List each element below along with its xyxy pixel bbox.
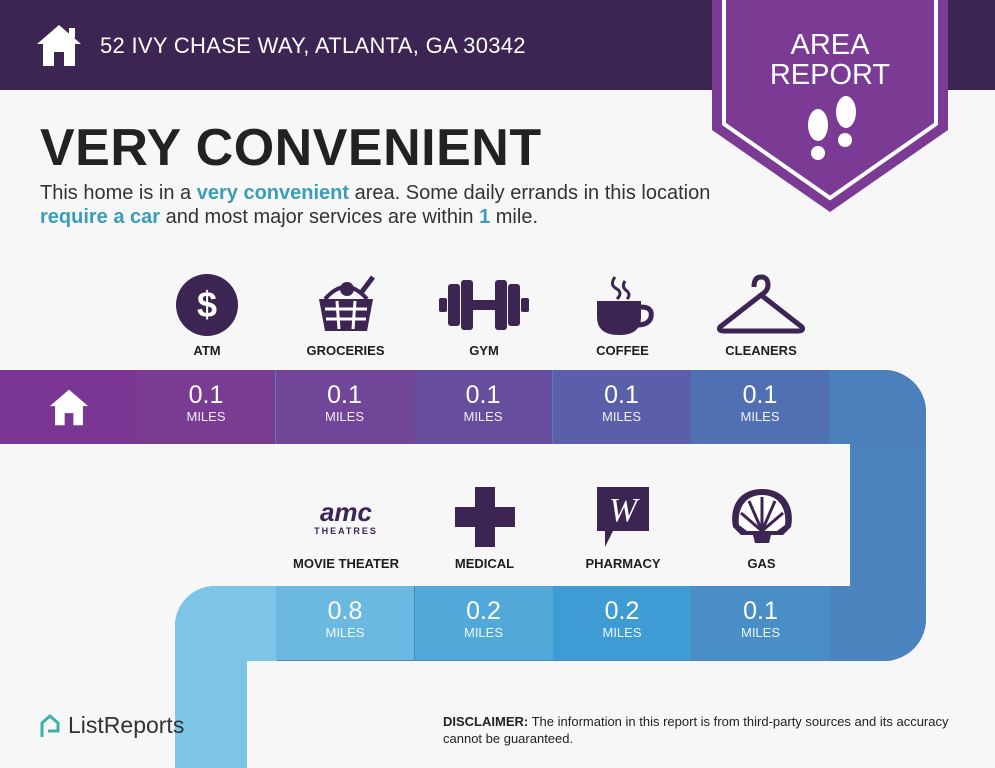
distance-unit: MILES xyxy=(602,625,642,640)
distance-value: 0.1 xyxy=(743,597,778,625)
distance-cell: 0.1 MILES xyxy=(275,370,414,444)
listreports-logo: ListReports xyxy=(38,712,184,739)
badge-title: AREA REPORT xyxy=(769,29,891,91)
home-icon xyxy=(37,25,81,66)
category-label: ATM xyxy=(193,343,221,358)
distance-cell: 0.1 MILES xyxy=(691,586,830,660)
listreports-icon xyxy=(40,713,60,737)
distance-value: 0.1 xyxy=(188,381,224,409)
distance-value: 0.2 xyxy=(466,597,501,625)
category-label: PHARMACY xyxy=(585,556,661,571)
distance-cell: 0.1 MILES xyxy=(414,370,552,444)
distance-unit: MILES xyxy=(324,409,364,424)
svg-text:$: $ xyxy=(197,284,217,325)
description: This home is in a very convenient area. … xyxy=(40,182,711,228)
distance-unit: MILES xyxy=(325,625,365,640)
distance-cell: 0.1 MILES xyxy=(691,370,829,444)
distance-cell: 0.2 MILES xyxy=(553,586,691,660)
home-cell xyxy=(0,370,138,444)
dumbbell-icon xyxy=(414,270,554,340)
category-label: COFFEE xyxy=(596,343,649,358)
category-label: CLEANERS xyxy=(725,343,797,358)
distance-cell: 0.1 MILES xyxy=(552,370,691,444)
disclaimer: DISCLAIMER: The information in this repo… xyxy=(443,714,949,746)
svg-text:THEATRES: THEATRES xyxy=(314,526,378,536)
distance-value: 0.1 xyxy=(465,381,501,409)
distance-unit: MILES xyxy=(740,409,780,424)
distance-unit: MILES xyxy=(601,409,641,424)
walgreens-logo: W xyxy=(553,482,693,552)
property-address: 52 IVY CHASE WAY, ATLANTA, GA 30342 xyxy=(100,33,526,58)
category-label: GAS xyxy=(747,556,776,571)
area-report-badge xyxy=(712,0,948,212)
shell-logo xyxy=(692,482,832,552)
category-label: MEDICAL xyxy=(454,556,515,571)
distance-unit: MILES xyxy=(186,409,226,424)
cross-icon xyxy=(415,482,555,552)
hanger-icon xyxy=(691,270,831,340)
distance-cell: 0.1 MILES xyxy=(137,370,275,444)
distance-value: 0.1 xyxy=(604,381,639,409)
distance-value: 0.1 xyxy=(742,381,778,409)
distance-unit: MILES xyxy=(463,409,503,424)
category-label: GYM xyxy=(469,343,499,358)
svg-text:amc: amc xyxy=(320,497,373,527)
footprints-icon xyxy=(808,96,856,160)
dollar-icon: $ xyxy=(137,270,277,340)
distance-value: 0.1 xyxy=(327,381,362,409)
category-label: GROCERIES xyxy=(306,343,385,358)
svg-text:W: W xyxy=(609,492,640,529)
distance-unit: MILES xyxy=(740,625,780,640)
distance-cell: 0.8 MILES xyxy=(276,586,414,660)
distance-value: 0.8 xyxy=(327,597,363,625)
page-title: VERY CONVENIENT xyxy=(40,119,542,177)
distance-value: 0.2 xyxy=(604,597,640,625)
home-icon xyxy=(49,389,89,426)
distance-cell: 0.2 MILES xyxy=(414,586,553,660)
amc-logo: amc THEATRES xyxy=(276,482,416,552)
basket-icon xyxy=(276,270,416,340)
coffee-icon xyxy=(553,270,693,340)
distance-unit: MILES xyxy=(463,625,503,640)
category-label: MOVIE THEATER xyxy=(293,556,399,571)
